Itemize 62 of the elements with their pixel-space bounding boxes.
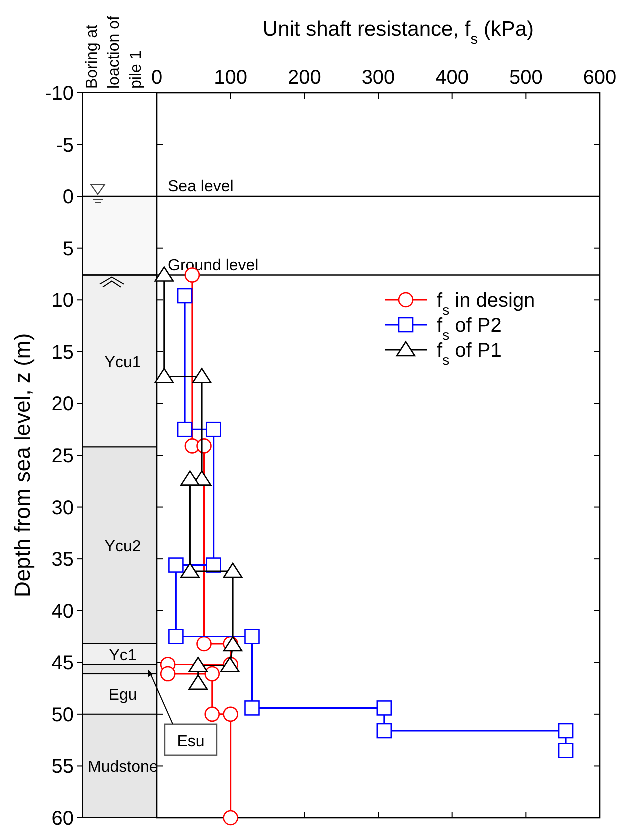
point bbox=[160, 666, 176, 682]
legend-label: f$_{s}$ of P2 bbox=[437, 315, 502, 343]
y-tick-label: 25 bbox=[52, 446, 74, 468]
y-tick-label: 35 bbox=[52, 549, 74, 572]
legend-label: f$_{s}$ of P1 bbox=[437, 340, 502, 368]
point bbox=[220, 657, 240, 672]
series-label: Yc1 bbox=[109, 647, 137, 664]
point bbox=[177, 422, 193, 438]
y-tick-label: 10 bbox=[52, 290, 74, 312]
x-tick-label: 100 bbox=[214, 67, 248, 89]
point bbox=[180, 562, 200, 578]
x-tick-label: 300 bbox=[362, 67, 396, 89]
point bbox=[376, 723, 392, 739]
point bbox=[168, 629, 184, 644]
point bbox=[177, 288, 193, 304]
ref-line-label: Ground level bbox=[168, 257, 259, 274]
y-tick-label: 60 bbox=[52, 808, 74, 828]
point bbox=[168, 558, 184, 573]
series-label: Mudstone bbox=[88, 759, 158, 776]
point bbox=[223, 636, 243, 652]
y-tick-label: 30 bbox=[52, 497, 74, 520]
y-tick-label: 15 bbox=[52, 342, 74, 364]
series-label: Ycu2 bbox=[104, 538, 142, 556]
point bbox=[223, 810, 238, 826]
y-tick-label: -10 bbox=[45, 83, 74, 105]
point bbox=[244, 700, 260, 716]
point bbox=[558, 723, 574, 739]
series-label: Ycu1 bbox=[104, 354, 142, 372]
legend-label: Egu bbox=[108, 687, 138, 704]
y-tick-label: 50 bbox=[52, 704, 74, 726]
point bbox=[206, 422, 222, 438]
point bbox=[204, 706, 220, 722]
y-axis-title: Depth from sea level, z (m) bbox=[10, 333, 35, 598]
point bbox=[192, 368, 212, 384]
x-tick-label: 0 bbox=[151, 67, 163, 89]
x-tick-label: 600 bbox=[583, 67, 617, 89]
point bbox=[154, 368, 174, 384]
y-tick-label: 20 bbox=[52, 394, 74, 416]
point bbox=[188, 674, 208, 690]
text: Esu bbox=[177, 733, 205, 750]
y-tick-label: -5 bbox=[56, 134, 74, 157]
ref-line-label: Sea level bbox=[168, 178, 234, 196]
legend-label: f$_{s}$ in design bbox=[437, 290, 536, 318]
point bbox=[223, 562, 243, 578]
point bbox=[244, 629, 260, 644]
y-tick-label: 5 bbox=[62, 238, 74, 260]
point bbox=[223, 706, 238, 722]
x-tick-label: 200 bbox=[288, 67, 322, 89]
y-tick-label: 55 bbox=[52, 756, 74, 778]
y-tick-label: 45 bbox=[52, 652, 74, 675]
point bbox=[558, 743, 574, 758]
y-tick-label: 0 bbox=[62, 186, 74, 209]
point bbox=[180, 470, 200, 486]
chart-title: Boring at loaction of pile 1 bbox=[84, 16, 145, 89]
point bbox=[204, 666, 220, 682]
x-tick-label: 400 bbox=[436, 67, 470, 89]
point bbox=[376, 700, 392, 716]
x-tick-label: 500 bbox=[509, 67, 543, 89]
point bbox=[188, 657, 208, 672]
x-axis-title: Unit shaft resistance, f$_{s}$ (kPa) bbox=[262, 18, 534, 48]
point bbox=[196, 636, 212, 652]
y-tick-label: 40 bbox=[52, 600, 74, 623]
